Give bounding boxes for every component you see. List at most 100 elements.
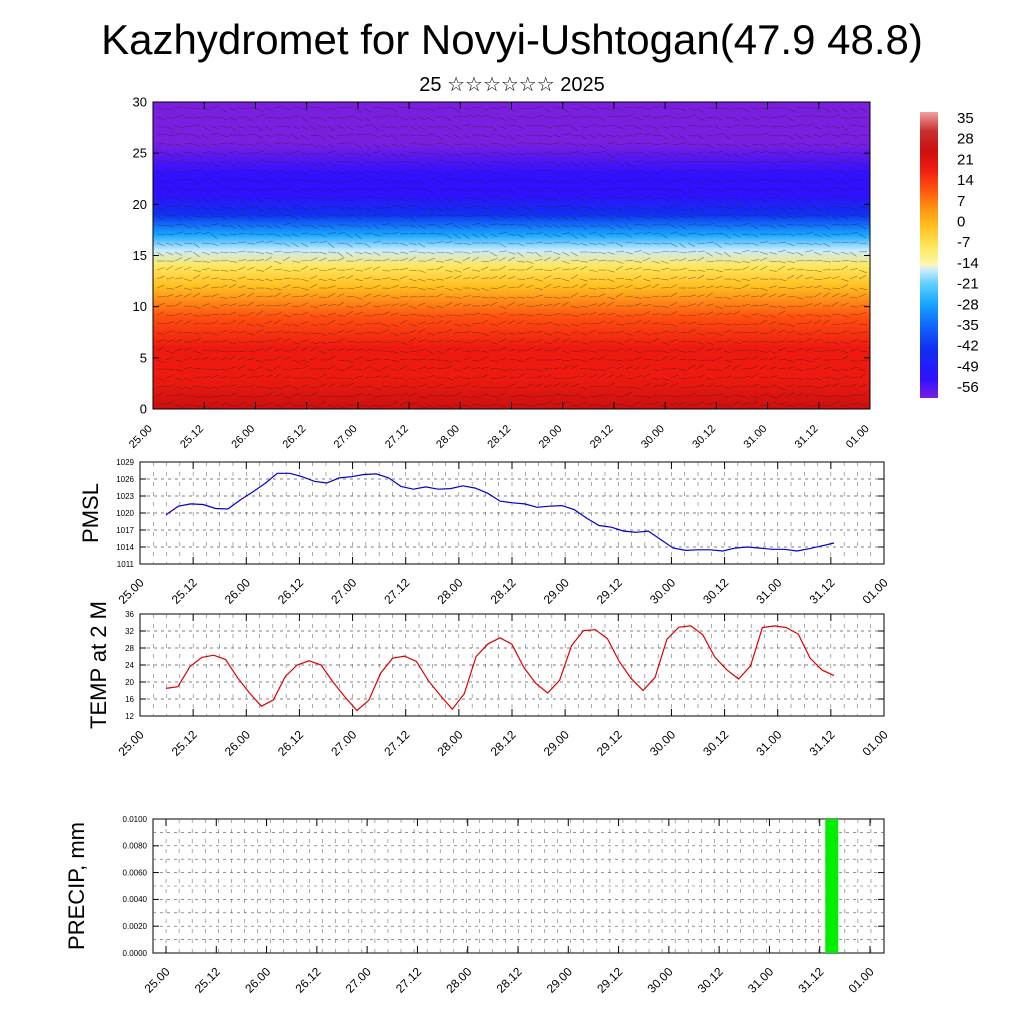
wind-barb: [354, 242, 364, 245]
wind-barb: [579, 386, 588, 390]
y-tick-label: 32: [125, 627, 134, 636]
wind-barb: [831, 205, 840, 208]
wind-barb: [165, 356, 174, 361]
wind-barb: [282, 222, 291, 226]
wind-barb: [264, 143, 273, 147]
wind-barb: [435, 293, 444, 298]
wind-barb: [165, 134, 175, 137]
wind-barb: [282, 214, 292, 217]
wind-barb: [435, 159, 444, 163]
wind-barb: [786, 242, 795, 247]
wind-barb: [471, 332, 481, 334]
wind-barb: [804, 348, 813, 352]
wind-barb: [660, 161, 670, 163]
wind-barb: [750, 125, 759, 128]
wind-barb: [201, 125, 209, 131]
wind-barb: [426, 350, 435, 354]
wind-barb: [597, 373, 606, 379]
wind-barb: [561, 278, 570, 282]
wind-barb: [201, 143, 210, 147]
wind-barb: [453, 376, 462, 379]
wind-barb: [786, 179, 795, 182]
wind-barb: [507, 152, 516, 156]
wind-barb: [714, 275, 723, 280]
wind-barb: [291, 359, 300, 363]
wind-barb: [255, 240, 264, 244]
wind-barb: [219, 134, 228, 138]
wind-barb: [669, 125, 679, 128]
wind-barb: [318, 341, 327, 344]
wind-barb: [579, 178, 588, 181]
wind-barb: [327, 232, 336, 235]
wind-barb: [624, 142, 633, 145]
wind-barb: [651, 384, 660, 388]
wind-barb: [678, 233, 687, 237]
wind-barb: [489, 276, 498, 280]
wind-barb: [399, 197, 408, 202]
wind-barb: [399, 242, 408, 246]
wind-barb: [345, 125, 354, 131]
wind-barb: [372, 206, 381, 209]
wind-barb: [300, 107, 309, 112]
precip-panel: 0.00000.00200.00400.00600.00800.010025.0…: [64, 815, 885, 996]
wind-barb: [696, 346, 705, 352]
wind-barb: [741, 278, 750, 281]
wind-barb: [237, 401, 246, 406]
wind-barb: [588, 350, 597, 353]
wind-barb: [813, 242, 822, 246]
wind-barb: [660, 330, 669, 334]
wind-barb: [327, 404, 336, 408]
wind-barb: [588, 312, 597, 316]
wind-barb: [192, 232, 201, 235]
wind-barb: [561, 365, 570, 370]
wind-barb: [354, 311, 363, 316]
wind-barb: [174, 404, 183, 408]
wind-barb: [174, 125, 183, 129]
wind-barb: [255, 179, 264, 183]
wind-barb: [192, 386, 202, 388]
wind-barb: [723, 160, 733, 163]
wind-barb: [858, 275, 867, 280]
wind-barb: [750, 401, 759, 406]
wind-barb: [165, 385, 174, 388]
wind-barb: [615, 265, 624, 271]
wind-barb: [471, 214, 480, 217]
wind-barb: [516, 161, 525, 165]
wind-barb: [516, 296, 525, 299]
wind-barb: [210, 242, 219, 247]
wind-barb: [273, 373, 281, 379]
wind-barb: [489, 377, 498, 380]
wind-barb: [813, 338, 822, 343]
wind-barb: [471, 152, 481, 155]
wind-barb: [579, 233, 588, 239]
wind-barb: [597, 116, 606, 121]
wind-barb: [183, 178, 192, 181]
wind-barb: [471, 197, 480, 200]
wind-barb: [408, 197, 417, 201]
wind-barb: [714, 215, 724, 217]
wind-barb: [489, 195, 498, 199]
wind-barb: [183, 197, 192, 200]
wind-barb: [228, 319, 237, 325]
wind-barb: [336, 142, 346, 145]
wind-barb: [462, 251, 471, 254]
wind-barb: [390, 386, 400, 388]
wind-barb: [426, 107, 435, 112]
wind-barb: [741, 332, 751, 334]
wind-barb: [570, 394, 579, 397]
wind-barb: [462, 115, 471, 118]
wind-barb: [399, 377, 408, 381]
wind-barb: [345, 179, 354, 184]
wind-barb: [786, 206, 795, 210]
wind-barb: [804, 332, 813, 335]
wind-barb: [489, 215, 498, 221]
wind-barb: [381, 365, 390, 370]
wind-barb: [282, 256, 291, 262]
wind-barb: [507, 395, 516, 398]
wind-barb: [678, 341, 688, 343]
wind-barb: [390, 312, 399, 316]
wind-barb: [327, 332, 336, 335]
wind-barb: [363, 251, 372, 255]
wind-barb: [156, 197, 165, 202]
wind-barb: [300, 143, 309, 146]
